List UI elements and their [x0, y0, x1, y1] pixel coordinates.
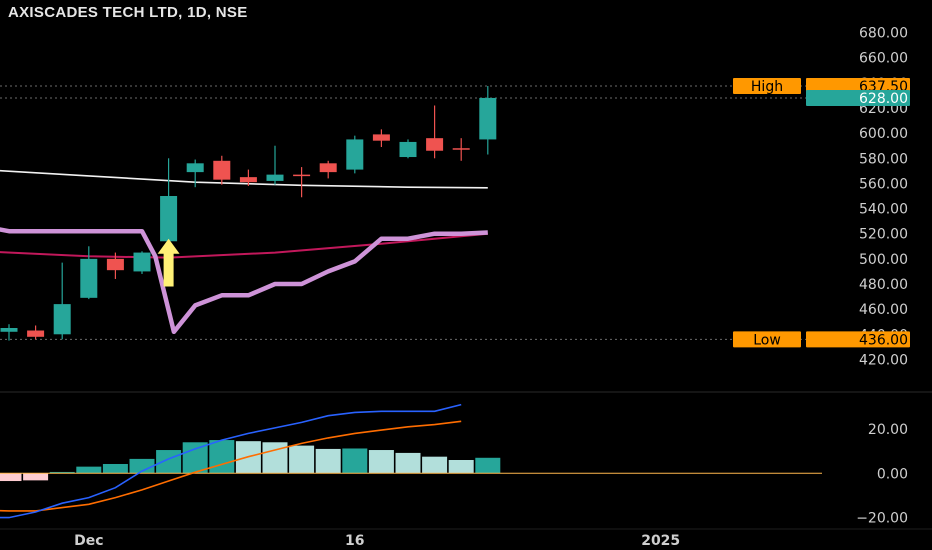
histogram-bar-10: [262, 442, 288, 474]
candle-body-9: [239, 177, 257, 183]
level-tag-value: 436.00: [859, 332, 908, 348]
candle-body-8: [213, 160, 231, 180]
level-tag-value: 628.00: [859, 91, 908, 107]
candles: [0, 86, 497, 341]
level-tag-label: Low: [753, 332, 781, 348]
signal-arrow: [157, 238, 180, 287]
arrow-shaft: [163, 252, 174, 287]
macd-panel: [0, 403, 822, 519]
macd-line: [0, 403, 462, 519]
price-tick-label: 540.00: [859, 202, 908, 218]
price-tick-label: 460.00: [859, 302, 908, 318]
signal-line: [0, 420, 462, 512]
candle-body-18: [479, 97, 497, 140]
candle-body-1: [27, 330, 45, 337]
price-tick-label: 500.00: [859, 252, 908, 268]
time-axis[interactable]: Dec 16 2025: [74, 533, 680, 549]
candle-body-17: [452, 148, 470, 150]
level-tag-label-bg: [733, 78, 801, 94]
histogram-bar-8: [209, 440, 235, 474]
candle-body-14: [372, 134, 390, 141]
candle-body-11: [293, 174, 311, 177]
arrow-head: [157, 238, 180, 254]
level-tag-value-bg: [806, 331, 910, 348]
macd-tick-label: −20.00: [856, 511, 908, 527]
candle-body-3: [80, 258, 98, 298]
histogram-bar-6: [156, 450, 182, 474]
time-tick-label: 2025: [641, 533, 680, 549]
histogram-bar-7: [182, 442, 208, 474]
candle-body-4: [106, 258, 124, 271]
price-tick-label: 520.00: [859, 227, 908, 243]
histogram-bar-1: [23, 473, 49, 481]
time-tick-label: Dec: [74, 533, 103, 549]
histogram-bar-0: [0, 473, 22, 482]
price-tick-label: 420.00: [859, 352, 908, 368]
candle-body-7: [186, 163, 204, 173]
time-tick-label: 16: [345, 533, 364, 549]
candle-body-6: [160, 196, 178, 242]
level-tag-value-bg: [806, 89, 910, 106]
histogram-bar-4: [102, 463, 128, 474]
histogram-bar-11: [289, 445, 315, 474]
candle-body-16: [426, 138, 444, 151]
moving-average-red: [0, 232, 488, 259]
histogram-bar-13: [342, 448, 368, 474]
histogram-bar-16: [422, 456, 448, 474]
level-tag-label-bg: [733, 331, 801, 348]
dotted-levels: [0, 85, 822, 340]
histogram-bar-18: [475, 457, 501, 474]
histogram-bar-14: [368, 450, 394, 474]
macd-tick-label: 0.00: [877, 466, 908, 482]
price-tick-label: 580.00: [859, 151, 908, 167]
candle-body-10: [266, 174, 284, 181]
price-tick-label: 480.00: [859, 277, 908, 293]
histogram-bar-15: [395, 452, 421, 474]
candle-body-12: [319, 163, 337, 173]
trailing-stop-line: [0, 227, 488, 335]
candle-body-2: [53, 304, 71, 335]
candle-body-15: [399, 141, 417, 158]
histogram-bar-17: [448, 460, 474, 474]
price-tick-label: 660.00: [859, 51, 908, 67]
price-tick-label: 560.00: [859, 176, 908, 192]
histogram-bar-5: [129, 458, 155, 474]
macd-tick-label: 20.00: [868, 422, 908, 438]
level-tag-label: High: [751, 79, 783, 95]
chart-title: AXISCADES TECH LTD, 1D, NSE: [8, 4, 248, 21]
indicator-lines: [0, 169, 488, 335]
price-tick-label: 680.00: [859, 26, 908, 42]
candle-body-0: [0, 328, 18, 332]
panel-separator: [0, 391, 932, 530]
candle-body-5: [133, 252, 151, 272]
histogram-bar-12: [315, 448, 341, 474]
price-tick-label: 600.00: [859, 126, 908, 142]
histogram-bar-2: [49, 471, 75, 474]
candle-body-13: [346, 139, 364, 170]
histogram-bar-3: [76, 466, 102, 474]
